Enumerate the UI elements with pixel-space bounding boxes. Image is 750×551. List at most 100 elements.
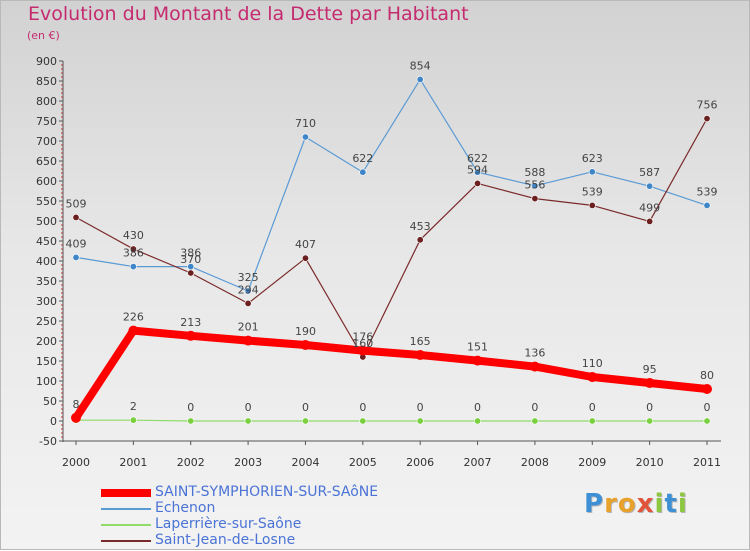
data-point — [474, 179, 482, 187]
y-tick-label: 500 — [36, 215, 57, 228]
legend-label: Laperrière-sur-Saône — [155, 516, 302, 532]
data-point — [416, 236, 424, 244]
legend-label: Echenon — [155, 500, 216, 516]
data-point — [359, 417, 367, 425]
data-label: 539 — [582, 185, 603, 198]
legend-label: SAINT-SYMPHORIEN-SUR-SAôNE — [155, 484, 379, 500]
y-tick-label: 300 — [36, 295, 57, 308]
data-label: 499 — [639, 201, 660, 214]
data-label: 325 — [238, 271, 259, 284]
data-label: 213 — [180, 316, 201, 329]
data-label: 136 — [524, 347, 545, 360]
data-label: 622 — [467, 152, 488, 165]
proxiti-logo: Proxiti — [584, 489, 688, 519]
data-label: 509 — [66, 197, 87, 210]
data-label: 0 — [589, 401, 596, 414]
data-label: 588 — [524, 166, 545, 179]
data-label: 2 — [130, 400, 137, 413]
data-point — [244, 417, 252, 425]
y-tick-label: 600 — [36, 175, 57, 188]
logo-letter: i — [654, 489, 665, 519]
data-label: 165 — [410, 335, 431, 348]
data-label: 407 — [295, 238, 316, 251]
logo-letter: o — [617, 489, 637, 519]
data-label: 622 — [352, 152, 373, 165]
data-point — [588, 417, 596, 425]
data-point — [588, 168, 596, 176]
data-point — [474, 417, 482, 425]
chart-subtitle: (en €) — [27, 29, 60, 42]
series-line — [75, 419, 708, 422]
data-point — [529, 361, 540, 372]
logo-letter: P — [584, 489, 605, 519]
data-label: 110 — [582, 357, 603, 370]
series-line — [72, 326, 711, 422]
data-point — [703, 417, 711, 425]
data-point — [301, 417, 309, 425]
data-label: 80 — [700, 369, 714, 382]
y-tick-label: 750 — [36, 115, 57, 128]
data-point — [244, 299, 252, 307]
data-point — [301, 133, 309, 141]
chart-title: Evolution du Montant de la Dette par Hab… — [28, 3, 469, 25]
data-label: 95 — [643, 363, 657, 376]
data-label: 430 — [123, 229, 144, 242]
y-tick-label: 100 — [36, 375, 57, 388]
data-point — [301, 254, 309, 262]
data-point — [129, 263, 137, 271]
x-tick-label: 2003 — [234, 456, 262, 469]
y-tick-label: 150 — [36, 355, 57, 368]
x-tick-label: 2008 — [521, 456, 549, 469]
data-point — [359, 168, 367, 176]
data-point — [472, 355, 483, 366]
data-label: 539 — [697, 185, 718, 198]
data-label: 0 — [187, 401, 194, 414]
data-label: 386 — [123, 247, 144, 260]
data-point — [243, 335, 254, 346]
data-label: 0 — [245, 401, 252, 414]
data-label: 386 — [180, 247, 201, 260]
data-point — [129, 245, 137, 253]
data-point — [646, 417, 654, 425]
logo-letter: r — [604, 489, 618, 519]
data-label: 0 — [531, 401, 538, 414]
data-point — [702, 384, 712, 394]
data-point — [474, 168, 482, 176]
data-point — [587, 372, 598, 382]
data-point — [357, 345, 368, 356]
x-tick-label: 2006 — [406, 456, 434, 469]
y-tick-label: 800 — [36, 95, 57, 108]
data-label: 294 — [238, 283, 259, 296]
data-point — [703, 115, 711, 123]
data-point — [300, 340, 311, 350]
data-label: 226 — [123, 311, 144, 324]
y-tick-label: 700 — [36, 135, 57, 148]
data-label: 0 — [646, 401, 653, 414]
data-label: 151 — [467, 341, 488, 354]
y-tick-label: -50 — [39, 435, 57, 448]
data-point — [185, 330, 196, 341]
series-line — [75, 78, 708, 292]
data-label: 0 — [417, 401, 424, 414]
data-label: 453 — [410, 220, 431, 233]
data-point — [531, 417, 539, 425]
x-tick-label: 2004 — [291, 456, 319, 469]
data-point — [646, 182, 654, 190]
data-point — [703, 201, 711, 209]
data-label: 710 — [295, 117, 316, 130]
data-point — [187, 269, 195, 277]
y-tick-label: 400 — [36, 255, 57, 268]
x-tick-label: 2000 — [62, 456, 90, 469]
data-point — [71, 412, 81, 423]
legend-swatch — [101, 524, 151, 526]
series-line — [75, 117, 708, 358]
x-tick-label: 2010 — [636, 456, 664, 469]
data-label: 201 — [238, 321, 259, 334]
logo-letter: x — [636, 489, 655, 519]
y-tick-label: 650 — [36, 155, 57, 168]
data-point — [531, 195, 539, 203]
legend-swatch — [101, 540, 151, 542]
y-tick-label: 200 — [36, 335, 57, 348]
y-tick-label: 450 — [36, 235, 57, 248]
